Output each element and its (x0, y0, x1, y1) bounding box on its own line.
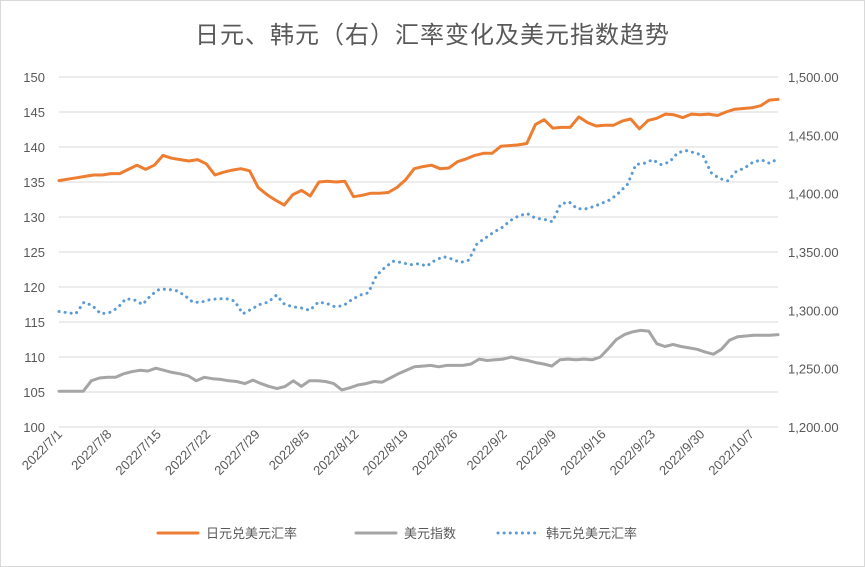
x-tick-label: 2022/9/30 (656, 427, 708, 479)
series-line-0 (57, 97, 780, 207)
legend-label: 美元指数 (404, 527, 456, 542)
x-tick-label: 2022/8/5 (266, 427, 312, 473)
left-tick-label: 115 (24, 315, 45, 330)
left-tick-label: 110 (24, 350, 45, 365)
left-tick-label: 120 (23, 280, 45, 295)
left-tick-label: 145 (23, 105, 45, 120)
x-tick-label: 2022/8/19 (360, 427, 412, 479)
left-tick-label: 135 (23, 175, 45, 190)
left-tick-label: 100 (23, 420, 45, 435)
left-tick-label: 150 (23, 70, 45, 85)
x-tick-label: 2022/7/22 (162, 427, 214, 479)
right-tick-label: 1,400.00 (788, 187, 839, 202)
x-tick-label: 2022/8/12 (310, 427, 362, 479)
left-tick-label: 125 (23, 245, 45, 260)
series-line-1 (57, 328, 780, 393)
left-tick-label: 140 (23, 140, 45, 155)
x-tick-label: 2022/7/15 (112, 427, 164, 479)
chart-title: 日元、韩元（右）汇率变化及美元指数趋势 (195, 21, 670, 49)
x-tick-label: 2022/9/23 (607, 427, 659, 479)
legend-label: 日元兑美元汇率 (206, 526, 297, 542)
right-tick-label: 1,350.00 (788, 245, 839, 260)
x-tick-label: 2022/7/29 (211, 427, 263, 479)
x-tick-label: 2022/9/9 (513, 427, 559, 473)
x-tick-label: 2022/9/16 (557, 427, 609, 479)
x-tick-label: 2022/9/2 (463, 427, 509, 473)
right-tick-label: 1,300.00 (788, 303, 839, 318)
x-tick-label: 2022/8/26 (409, 427, 461, 479)
right-tick-label: 1,250.00 (788, 362, 839, 377)
x-tick-label: 2022/7/8 (68, 427, 114, 473)
right-tick-label: 1,200.00 (788, 420, 839, 435)
series-line-2 (57, 149, 780, 316)
right-tick-label: 1,500.00 (788, 70, 839, 85)
x-tick-label: 2022/10/7 (705, 427, 757, 479)
right-tick-label: 1,450.00 (788, 128, 839, 143)
left-tick-label: 130 (23, 210, 45, 225)
left-tick-label: 105 (23, 385, 45, 400)
legend-label: 韩元兑美元汇率 (546, 526, 637, 542)
